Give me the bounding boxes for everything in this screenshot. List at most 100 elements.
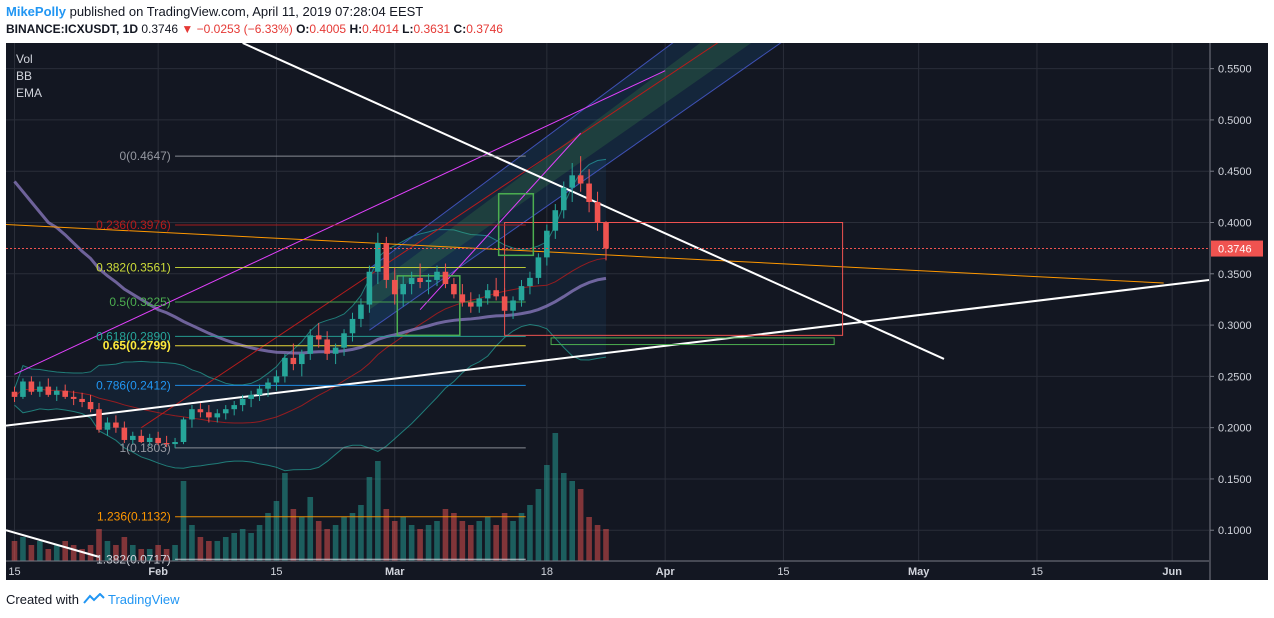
symbol-line: BINANCE:ICXUSDT, 1D 0.3746 ▼ −0.0253 (−6… — [6, 22, 503, 36]
volume-bar — [180, 481, 187, 561]
tradingview-link[interactable]: TradingView — [108, 592, 180, 607]
volume-bar — [290, 509, 297, 561]
volume-bar — [451, 513, 457, 561]
volume-bar — [231, 533, 237, 561]
candle-body — [417, 277, 423, 282]
fib-label: 0(0.4647) — [119, 149, 170, 163]
volume-bar — [239, 529, 246, 561]
channel-upper-line — [14, 70, 666, 375]
indicator-vol[interactable]: Vol — [16, 52, 33, 66]
change-value: −0.0253 (−6.33%) — [196, 22, 293, 36]
volume-bar — [510, 521, 516, 561]
volume-bar — [315, 521, 322, 561]
price-chart[interactable]: 0(0.4647) 0.236(0.3976) 0.382(0.3561) 0.5(0… — [5, 0, 1268, 580]
volume-bar — [20, 537, 26, 561]
fib-label: 0.5(0.3225) — [109, 295, 170, 309]
volume-bar — [324, 529, 330, 561]
volume-bar — [45, 549, 52, 561]
volume-bar — [391, 521, 398, 561]
fib-retracement: 0(0.4647) 0.236(0.3976) 0.382(0.3561) 0.5(0… — [96, 149, 526, 566]
volume-bar — [535, 489, 542, 561]
down-arrow-icon: ▼ — [181, 22, 194, 36]
candle-body — [375, 243, 381, 272]
volume-bar — [569, 481, 575, 561]
fib-label: 1.382(0.0717) — [96, 552, 171, 566]
candle-body — [577, 175, 584, 184]
volume-bar — [113, 545, 119, 561]
candles — [11, 156, 609, 449]
volume-bar — [366, 477, 373, 561]
volume-bar — [468, 525, 474, 561]
volume-bar — [527, 505, 533, 561]
footer: Created with TradingView — [6, 592, 180, 607]
indicator-bb[interactable]: BB — [16, 69, 33, 83]
volume-bar — [104, 541, 111, 561]
volume-bar — [155, 545, 161, 561]
candle-body — [358, 304, 364, 319]
axes: 0.5500 0.5000 0.4500 0.4000 0.3500 0.3000 0.25… — [6, 43, 1263, 580]
support-box — [550, 337, 835, 346]
created-with-text: Created with — [6, 592, 79, 607]
candle-body — [172, 442, 178, 445]
chart-area[interactable]: 0(0.4647) 0.236(0.3976) 0.382(0.3561) 0.5(0… — [5, 0, 1268, 580]
candle-body — [332, 347, 339, 354]
volume-bar — [459, 521, 466, 561]
candle-body — [11, 391, 18, 397]
candle-body — [256, 388, 263, 395]
low-label: L: — [402, 22, 414, 36]
volume-bar — [603, 529, 609, 561]
candle-body — [324, 339, 330, 354]
ascending-trendline — [5, 278, 1210, 427]
candle-body — [70, 396, 77, 399]
candle-body — [299, 353, 305, 365]
candle-body — [527, 277, 533, 287]
volume-bar — [256, 525, 263, 561]
volume-bar — [146, 549, 153, 561]
candle-body — [518, 286, 525, 301]
y-tick-label: 0.5500 — [1218, 64, 1252, 76]
volume-bar — [70, 545, 77, 561]
volume-bar — [400, 517, 406, 561]
candle-body — [231, 405, 237, 410]
y-tick-label: 0.4500 — [1218, 166, 1252, 178]
x-tick-label: Apr — [656, 566, 676, 578]
candle-body — [425, 279, 432, 282]
volume-bar — [425, 525, 432, 561]
candle-body — [130, 435, 136, 440]
candle-body — [53, 390, 60, 395]
regression-outer-fill — [369, 0, 818, 331]
volume-bar — [417, 529, 423, 561]
candle-body — [493, 290, 499, 297]
candle-body — [315, 335, 322, 340]
author-link[interactable]: MikePolly — [6, 4, 66, 19]
descending-trendline — [242, 42, 945, 360]
volume-bar — [501, 513, 508, 561]
candle-body — [451, 284, 457, 295]
volume-bar — [248, 533, 254, 561]
close-label: C: — [453, 22, 467, 36]
volume-bar — [586, 517, 592, 561]
candle-body — [383, 243, 390, 280]
x-tick-label: 15 — [8, 566, 20, 578]
candle-body — [544, 230, 550, 258]
open-value: 0.4005 — [309, 22, 347, 36]
tradingview-logo-icon — [82, 592, 105, 604]
publish-line: MikePolly published on TradingView.com, … — [6, 4, 423, 19]
volume-bar — [163, 549, 170, 561]
candle-body — [37, 386, 43, 392]
published-text: published on TradingView.com, April 11, … — [69, 4, 424, 19]
candle-body — [121, 427, 128, 440]
volume-bar — [121, 537, 128, 561]
candle-body — [79, 398, 85, 403]
fib-label: 0.65(0.2799) — [103, 339, 171, 353]
candle-body — [282, 357, 288, 377]
candle-body — [28, 381, 35, 392]
volume-bar — [37, 541, 43, 561]
fib-label: 0.382(0.3561) — [96, 261, 171, 275]
last-price: 0.3746 — [141, 22, 179, 36]
indicator-ema[interactable]: EMA — [16, 86, 43, 100]
volume-bar — [408, 525, 415, 561]
y-tick-label: 0.4000 — [1218, 218, 1252, 230]
candle-body — [96, 409, 102, 430]
regression-upper — [369, 0, 732, 270]
